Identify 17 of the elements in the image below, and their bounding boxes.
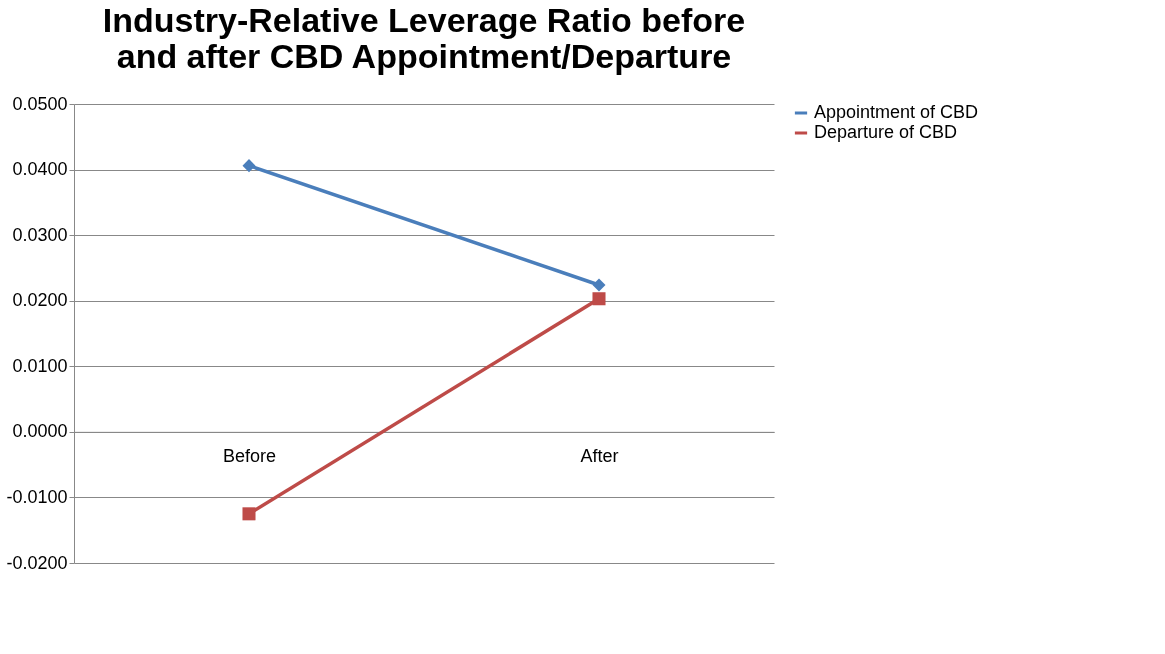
y-tick-label: -0.0200: [6, 552, 68, 573]
point: [592, 278, 606, 292]
legend-label: Departure of CBD: [814, 122, 958, 142]
y-tick-label: 0.0300: [12, 224, 68, 245]
x-tick-label: Before: [222, 446, 277, 467]
legend-label: Appointment of CBD: [814, 102, 979, 122]
y-tick-label: 0.0100: [12, 355, 68, 376]
point: [592, 292, 606, 306]
y-tick-label: 0.0000: [12, 421, 68, 442]
y-tick-label: 0.0200: [12, 290, 68, 311]
y-tick-label: 0.0400: [12, 159, 68, 180]
point: [242, 159, 256, 173]
y-tick-label: -0.0100: [6, 486, 68, 507]
y-tick-label: 0.0500: [12, 93, 68, 114]
chart-title: Industry-Relative Leverage Ratio before and after CBD Appointment/Departure: [102, 1, 746, 75]
point: [242, 507, 256, 521]
x-tick-label: After: [580, 446, 619, 467]
